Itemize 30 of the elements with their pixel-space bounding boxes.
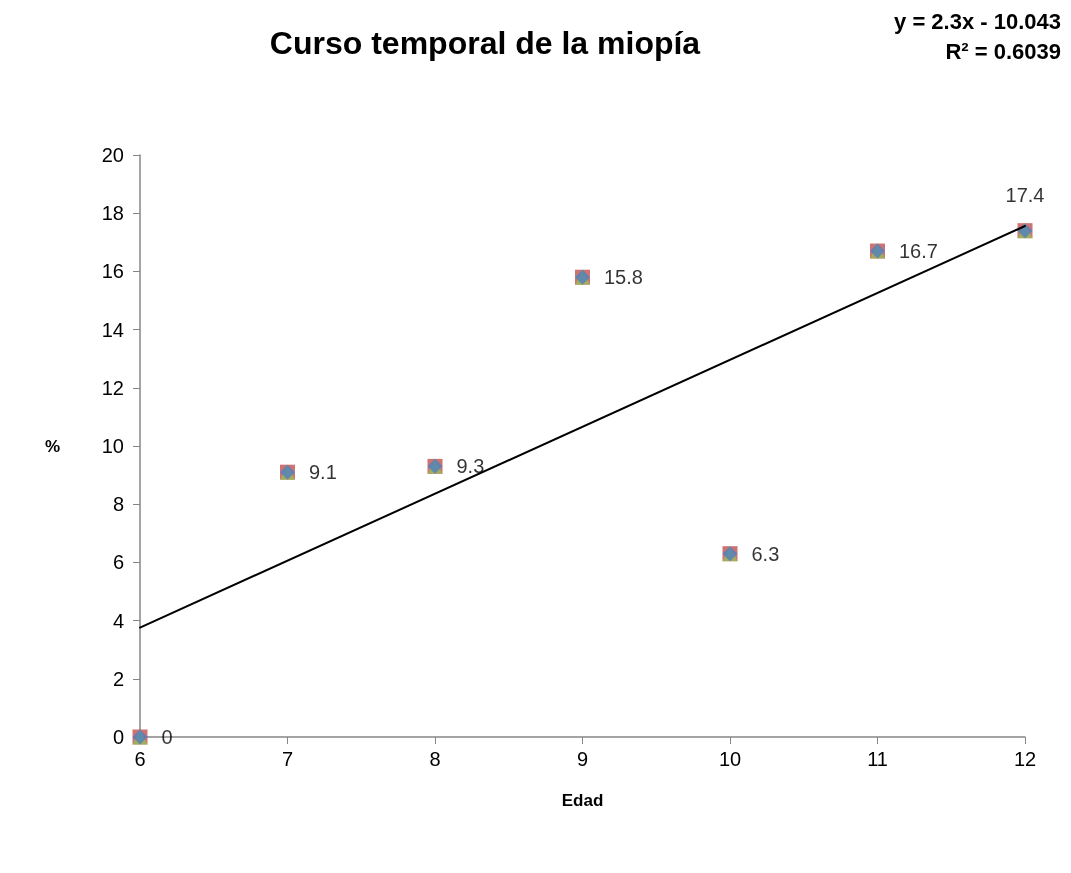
y-tick-label: 18: [101, 202, 124, 225]
y-axis-title: %: [44, 436, 60, 456]
data-label: 16.7: [899, 240, 938, 263]
y-tick-label: 2: [112, 667, 124, 690]
x-tick-label: 7: [281, 748, 294, 770]
y-tick-label: 6: [112, 551, 124, 574]
data-label: 6.3: [751, 542, 780, 565]
y-tick-label: 14: [101, 318, 124, 341]
y-tick-label: 4: [112, 609, 124, 632]
x-tick-label: 8: [429, 748, 441, 770]
x-tick-label: 12: [1013, 748, 1037, 770]
x-tick-label: 6: [134, 748, 146, 770]
y-tick-label: 16: [101, 260, 124, 283]
y-tick-label: 20: [101, 144, 124, 166]
text: R² = 0.6039: [945, 38, 1061, 64]
text: y = 2.3x - 10.043: [894, 8, 1061, 34]
y-tick-label: 0: [112, 726, 124, 748]
data-label: 0: [161, 726, 173, 748]
data-label: 9.1: [309, 461, 337, 484]
x-tick-label: 9: [576, 748, 589, 770]
data-label: 17.4: [1005, 184, 1045, 207]
x-tick-label: 11: [867, 748, 888, 770]
y-tick-label: 12: [101, 376, 124, 399]
data-label: 15.8: [604, 266, 643, 289]
chart-title: Curso temporal de la miopía: [269, 25, 701, 61]
y-tick-label: 8: [112, 493, 124, 516]
x-axis-title: Edad: [561, 791, 604, 810]
data-label: 9.3: [456, 455, 485, 478]
y-tick-label: 10: [101, 435, 124, 457]
x-tick-label: 10: [718, 748, 742, 770]
